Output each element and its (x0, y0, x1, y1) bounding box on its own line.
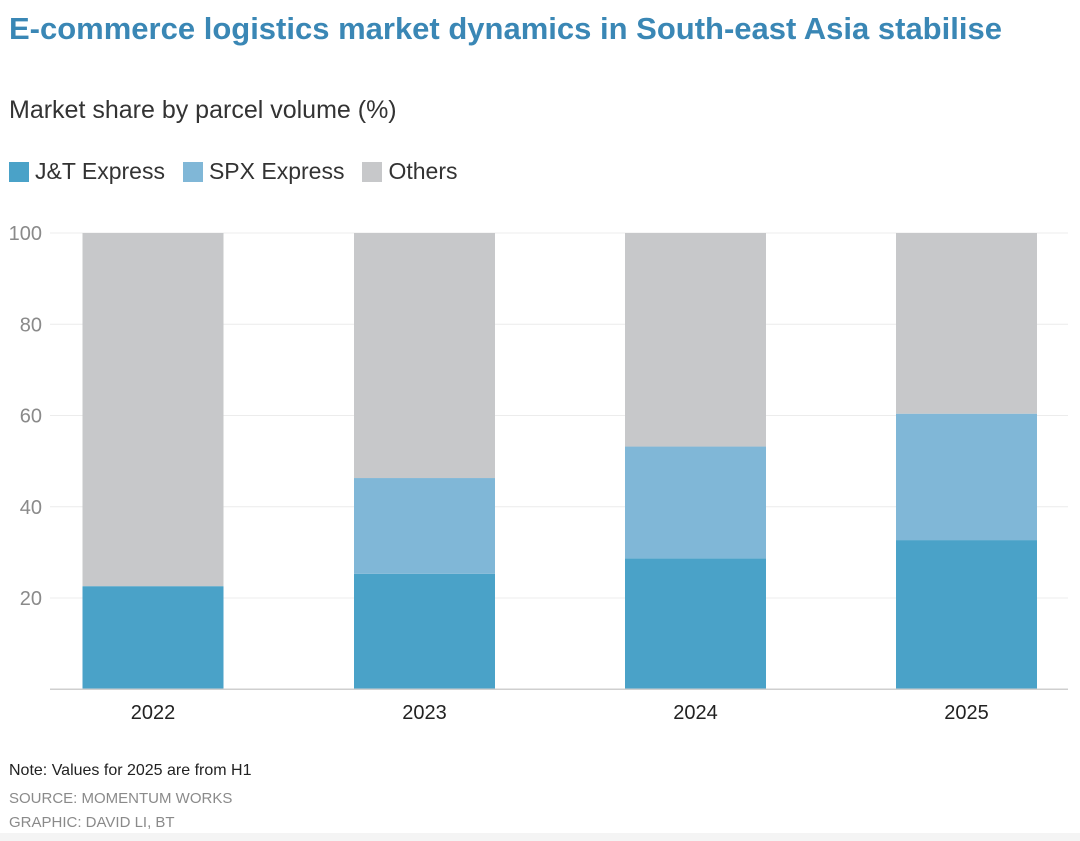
legend-item-jt: J&T Express (9, 158, 165, 185)
bar-others-2025 (896, 233, 1037, 414)
legend-label: J&T Express (35, 158, 165, 184)
y-tick-label: 80 (20, 314, 42, 336)
legend-item-others: Others (362, 158, 457, 185)
x-tick-label: 2025 (944, 702, 989, 724)
bar-j-t-express-2022 (82, 586, 224, 690)
legend-swatch (182, 161, 203, 182)
chart-title: E-commerce logistics market dynamics in … (9, 11, 1002, 46)
bar-others-2023 (354, 233, 495, 479)
bottom-strip (0, 833, 1080, 841)
y-tick-label: 100 (9, 223, 42, 245)
y-tick-label: 60 (20, 406, 42, 428)
legend-item-spx: SPX Express (182, 158, 345, 185)
chart-subtitle: Market share by parcel volume (%) (9, 96, 397, 124)
legend-label: Others (388, 158, 458, 184)
x-tick-label: 2022 (131, 702, 176, 724)
legend-label: SPX Express (208, 158, 345, 184)
legend: J&T Express SPX Express Others (9, 158, 457, 185)
bar-spx-express-2023 (354, 478, 495, 574)
graphic-credit: GRAPHIC: DAVID LI, BT (9, 814, 175, 831)
bar-j-t-express-2024 (625, 558, 766, 690)
y-tick-label: 20 (20, 588, 42, 610)
bar-spx-express-2024 (625, 446, 766, 559)
legend-swatch (9, 161, 29, 182)
bar-j-t-express-2023 (354, 573, 495, 690)
bar-others-2022 (82, 233, 224, 587)
x-tick-label: 2024 (673, 702, 718, 724)
bar-j-t-express-2025 (896, 540, 1037, 690)
x-tick-label: 2023 (402, 702, 447, 724)
footnote: Note: Values for 2025 are from H1 (9, 762, 252, 779)
legend-swatch (362, 161, 383, 182)
y-tick-label: 40 (20, 497, 42, 519)
source-credit: SOURCE: MOMENTUM WORKS (9, 790, 233, 807)
bar-spx-express-2025 (896, 413, 1037, 541)
bar-others-2024 (625, 233, 766, 447)
bar-chart: 20 40 60 80 100 2022 2023 2024 2025 (9, 223, 1068, 724)
